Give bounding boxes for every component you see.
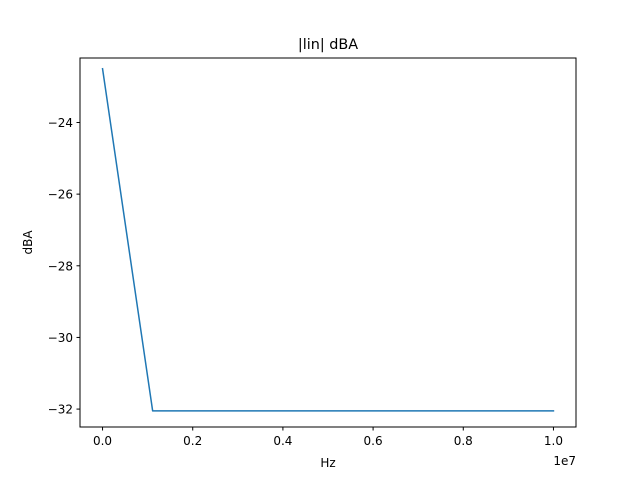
y-tick-label: −30 xyxy=(48,331,73,345)
y-tick-label: −32 xyxy=(48,403,73,417)
chart-title: |lin| dBA xyxy=(298,37,358,53)
x-tick-label: 1.0 xyxy=(544,434,563,448)
x-axis: 0.0 0.2 0.4 0.6 0.8 1.0 xyxy=(93,427,563,448)
x-axis-label: Hz xyxy=(320,456,335,470)
x-axis-offset-label: 1e7 xyxy=(553,454,576,468)
plot-area xyxy=(101,67,555,412)
axes-frame xyxy=(79,57,577,428)
y-axis-label: dBA xyxy=(21,230,35,255)
series-line-0 xyxy=(101,67,555,412)
x-tick-label: 0.0 xyxy=(93,434,112,448)
y-axis: −24 −26 −28 −30 −32 xyxy=(48,116,80,417)
y-tick-label: −24 xyxy=(48,116,73,130)
x-tick-label: 0.6 xyxy=(364,434,383,448)
x-tick-label: 0.4 xyxy=(273,434,292,448)
x-tick-label: 0.8 xyxy=(454,434,473,448)
y-tick-label: −28 xyxy=(48,259,73,273)
x-tick-label: 0.2 xyxy=(183,434,202,448)
y-tick-label: −26 xyxy=(48,188,73,202)
